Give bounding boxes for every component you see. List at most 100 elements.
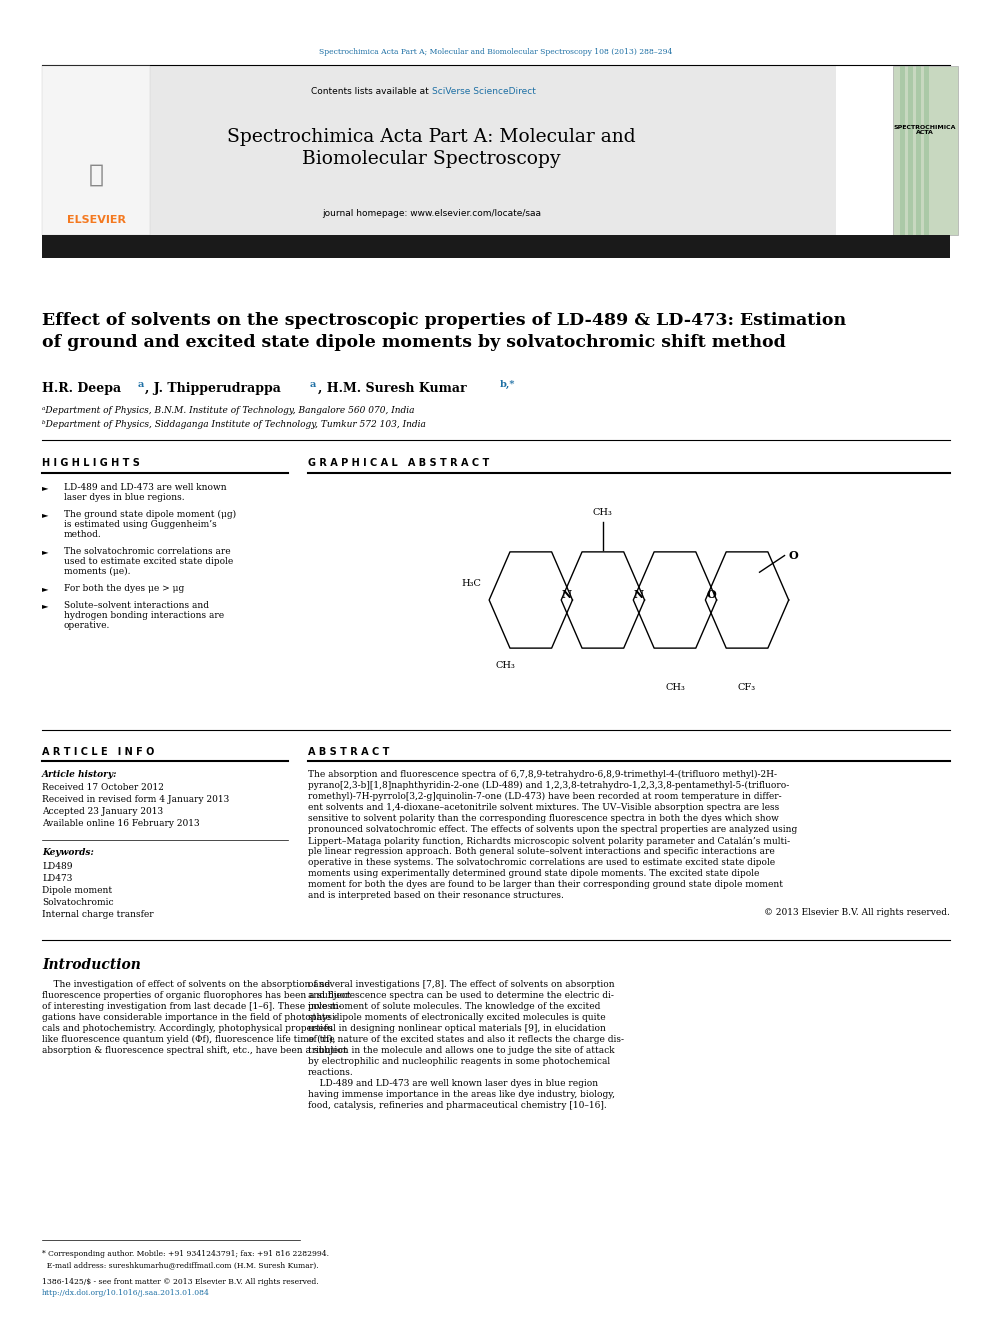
Text: a: a: [310, 380, 316, 389]
Text: moment for both the dyes are found to be larger than their corresponding ground : moment for both the dyes are found to be…: [308, 880, 783, 889]
Text: Effect of solvents on the spectroscopic properties of LD-489 & LD-473: Estimatio: Effect of solvents on the spectroscopic …: [42, 312, 846, 351]
Text: O: O: [789, 550, 799, 561]
Text: The investigation of effect of solvents on the absorption and: The investigation of effect of solvents …: [42, 980, 330, 990]
Text: , H.M. Suresh Kumar: , H.M. Suresh Kumar: [318, 382, 466, 396]
Text: SPECTROCHIMICA
ACTA: SPECTROCHIMICA ACTA: [894, 124, 956, 135]
Bar: [42, 235, 950, 258]
Text: CH₃: CH₃: [593, 508, 613, 517]
Text: For both the dyes μe > μg: For both the dyes μe > μg: [63, 583, 185, 593]
Text: Dipole moment: Dipole moment: [42, 886, 112, 894]
Text: pole moment of solute molecules. The knowledge of the excited: pole moment of solute molecules. The kno…: [308, 1002, 600, 1011]
Text: The solvatochromic correlations are: The solvatochromic correlations are: [63, 546, 230, 556]
Text: Spectrochimica Acta Part A; Molecular and Biomolecular Spectroscopy 108 (2013) 2: Spectrochimica Acta Part A; Molecular an…: [319, 48, 673, 56]
Text: operative.: operative.: [63, 620, 110, 630]
Text: absorption & fluorescence spectral shift, etc., have been a subject: absorption & fluorescence spectral shift…: [42, 1046, 347, 1054]
Text: and is interpreted based on their resonance structures.: and is interpreted based on their resona…: [308, 890, 563, 900]
Text: Spectrochimica Acta Part A: Molecular and
Biomolecular Spectroscopy: Spectrochimica Acta Part A: Molecular an…: [227, 128, 636, 168]
Text: O: O: [706, 589, 716, 599]
Text: Introduction: Introduction: [42, 958, 141, 972]
Text: LD489: LD489: [42, 863, 72, 871]
Text: method.: method.: [63, 531, 101, 538]
Text: CH₃: CH₃: [665, 684, 684, 692]
Bar: [900, 66, 905, 235]
Text: and fluorescence spectra can be used to determine the electric di-: and fluorescence spectra can be used to …: [308, 991, 614, 1000]
Text: SciVerse ScienceDirect: SciVerse ScienceDirect: [432, 87, 536, 97]
Text: N: N: [634, 589, 644, 599]
Text: ᵃDepartment of Physics, B.N.M. Institute of Technology, Bangalore 560 070, India: ᵃDepartment of Physics, B.N.M. Institute…: [42, 406, 415, 415]
Bar: [893, 66, 958, 235]
Text: romethyl)-7H-pyrrolo[3,2-g]quinolin-7-one (LD-473) have been recorded at room te: romethyl)-7H-pyrrolo[3,2-g]quinolin-7-on…: [308, 792, 782, 802]
Text: b,*: b,*: [500, 380, 516, 389]
Text: sensitive to solvent polarity than the corresponding fluorescence spectra in bot: sensitive to solvent polarity than the c…: [308, 814, 779, 823]
Text: pyrano[2,3-b][1,8]naphthyridin-2-one (LD-489) and 1,2,3,8-tetrahydro-1,2,3,3,8-p: pyrano[2,3-b][1,8]naphthyridin-2-one (LD…: [308, 781, 790, 790]
Text: H₃C: H₃C: [461, 579, 481, 587]
Text: reactions.: reactions.: [308, 1068, 354, 1077]
Text: food, catalysis, refineries and pharmaceutical chemistry [10–16].: food, catalysis, refineries and pharmace…: [308, 1101, 607, 1110]
Text: Article history:: Article history:: [42, 770, 117, 779]
Text: LD-489 and LD-473 are well known: LD-489 and LD-473 are well known: [63, 483, 226, 492]
Text: of interesting investigation from last decade [1–6]. These investi-: of interesting investigation from last d…: [42, 1002, 341, 1011]
Text: a: a: [138, 380, 145, 389]
Text: used to estimate excited state dipole: used to estimate excited state dipole: [63, 557, 233, 566]
Text: tribution in the molecule and allows one to judge the site of attack: tribution in the molecule and allows one…: [308, 1046, 615, 1054]
Text: , J. Thipperudrappa: , J. Thipperudrappa: [145, 382, 281, 396]
Bar: [42, 66, 150, 235]
Text: having immense importance in the areas like dye industry, biology,: having immense importance in the areas l…: [308, 1090, 615, 1099]
Text: ple linear regression approach. Both general solute–solvent interactions and spe: ple linear regression approach. Both gen…: [308, 847, 775, 856]
Text: ►: ►: [42, 483, 49, 492]
Text: H I G H L I G H T S: H I G H L I G H T S: [42, 458, 140, 468]
Text: of several investigations [7,8]. The effect of solvents on absorption: of several investigations [7,8]. The eff…: [308, 980, 615, 990]
Text: hydrogen bonding interactions are: hydrogen bonding interactions are: [63, 611, 224, 620]
Text: ent solvents and 1,4-dioxane–acetonitrile solvent mixtures. The UV–Visible absor: ent solvents and 1,4-dioxane–acetonitril…: [308, 803, 780, 812]
Text: LD473: LD473: [42, 875, 72, 882]
Text: Received in revised form 4 January 2013: Received in revised form 4 January 2013: [42, 795, 229, 804]
Text: LD-489 and LD-473 are well known laser dyes in blue region: LD-489 and LD-473 are well known laser d…: [308, 1080, 598, 1088]
Text: laser dyes in blue regions.: laser dyes in blue regions.: [63, 493, 185, 501]
Text: A B S T R A C T: A B S T R A C T: [308, 747, 390, 757]
Text: Solute–solvent interactions and: Solute–solvent interactions and: [63, 601, 209, 610]
Text: CH₃: CH₃: [496, 662, 516, 671]
Text: fluorescence properties of organic fluorophores has been a subject: fluorescence properties of organic fluor…: [42, 991, 350, 1000]
Text: * Corresponding author. Mobile: +91 9341243791; fax: +91 816 2282994.: * Corresponding author. Mobile: +91 9341…: [42, 1250, 329, 1258]
Text: ELSEVIER: ELSEVIER: [66, 216, 126, 225]
Text: A R T I C L E   I N F O: A R T I C L E I N F O: [42, 747, 155, 757]
Text: The ground state dipole moment (μg): The ground state dipole moment (μg): [63, 509, 236, 519]
Text: Solvatochromic: Solvatochromic: [42, 898, 114, 908]
Text: is estimated using Guggenheim’s: is estimated using Guggenheim’s: [63, 520, 216, 529]
Text: ►: ►: [42, 546, 49, 556]
Text: N: N: [561, 589, 572, 599]
Text: moments using experimentally determined ground state dipole moments. The excited: moments using experimentally determined …: [308, 869, 759, 878]
Text: ►: ►: [42, 601, 49, 610]
Text: Lippert–Mataga polarity function, Richardts microscopic solvent polarity paramet: Lippert–Mataga polarity function, Richar…: [308, 836, 790, 845]
Text: cals and photochemistry. Accordingly, photophysical properties: cals and photochemistry. Accordingly, ph…: [42, 1024, 333, 1033]
Bar: [924, 66, 929, 235]
Text: Keywords:: Keywords:: [42, 848, 94, 857]
Text: 1386-1425/$ - see front matter © 2013 Elsevier B.V. All rights reserved.: 1386-1425/$ - see front matter © 2013 El…: [42, 1278, 318, 1286]
Bar: [908, 66, 913, 235]
Text: ►: ►: [42, 583, 49, 593]
Text: 🌳: 🌳: [88, 163, 103, 187]
Text: Internal charge transfer: Internal charge transfer: [42, 910, 154, 919]
Text: CF₃: CF₃: [738, 684, 756, 692]
Text: Accepted 23 January 2013: Accepted 23 January 2013: [42, 807, 163, 816]
Text: operative in these systems. The solvatochromic correlations are used to estimate: operative in these systems. The solvatoc…: [308, 859, 775, 867]
Text: Available online 16 February 2013: Available online 16 February 2013: [42, 819, 199, 828]
Text: journal homepage: www.elsevier.com/locate/saa: journal homepage: www.elsevier.com/locat…: [322, 209, 541, 217]
Text: G R A P H I C A L   A B S T R A C T: G R A P H I C A L A B S T R A C T: [308, 458, 489, 468]
Text: of the nature of the excited states and also it reflects the charge dis-: of the nature of the excited states and …: [308, 1035, 624, 1044]
Bar: [58, 66, 836, 235]
Bar: [916, 66, 921, 235]
Text: Contents lists available at: Contents lists available at: [310, 87, 432, 97]
Text: gations have considerable importance in the field of photophysi-: gations have considerable importance in …: [42, 1013, 338, 1021]
Text: ►: ►: [42, 509, 49, 519]
Text: The absorption and fluorescence spectra of 6,7,8,9-tetrahydro-6,8,9-trimethyl-4-: The absorption and fluorescence spectra …: [308, 770, 777, 779]
Text: useful in designing nonlinear optical materials [9], in elucidation: useful in designing nonlinear optical ma…: [308, 1024, 606, 1033]
Text: E-mail address: sureshkumarhu@rediffmail.com (H.M. Suresh Kumar).: E-mail address: sureshkumarhu@rediffmail…: [42, 1261, 318, 1269]
Text: state dipole moments of electronically excited molecules is quite: state dipole moments of electronically e…: [308, 1013, 606, 1021]
Text: ᵇDepartment of Physics, Siddaganga Institute of Technology, Tumkur 572 103, Indi: ᵇDepartment of Physics, Siddaganga Insti…: [42, 419, 426, 429]
Text: pronounced solvatochromic effect. The effects of solvents upon the spectral prop: pronounced solvatochromic effect. The ef…: [308, 826, 798, 833]
Text: moments (μe).: moments (μe).: [63, 568, 130, 576]
Text: by electrophilic and nucleophilic reagents in some photochemical: by electrophilic and nucleophilic reagen…: [308, 1057, 610, 1066]
Text: H.R. Deepa: H.R. Deepa: [42, 382, 121, 396]
Text: © 2013 Elsevier B.V. All rights reserved.: © 2013 Elsevier B.V. All rights reserved…: [764, 908, 950, 917]
